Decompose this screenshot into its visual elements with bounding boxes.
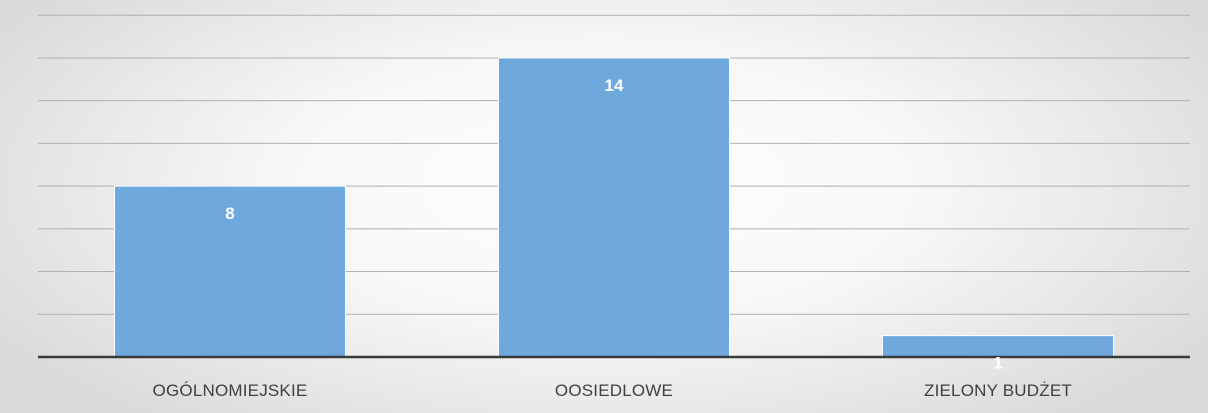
bar-1 xyxy=(114,185,346,358)
bar-2 xyxy=(498,57,730,358)
bars xyxy=(114,57,1114,358)
category-label-1: OGÓLNOMIEJSKIE xyxy=(153,381,308,400)
category-labels: OGÓLNOMIEJSKIE OOSIEDLOWE ZIELONY BUDŻET xyxy=(153,381,1072,400)
category-label-2: OOSIEDLOWE xyxy=(555,381,673,400)
data-label-2: 14 xyxy=(605,76,624,95)
data-labels: 8 14 1 xyxy=(225,76,1002,373)
data-label-1: 8 xyxy=(225,204,234,223)
category-label-3: ZIELONY BUDŻET xyxy=(924,381,1072,400)
data-label-3: 1 xyxy=(993,354,1002,373)
